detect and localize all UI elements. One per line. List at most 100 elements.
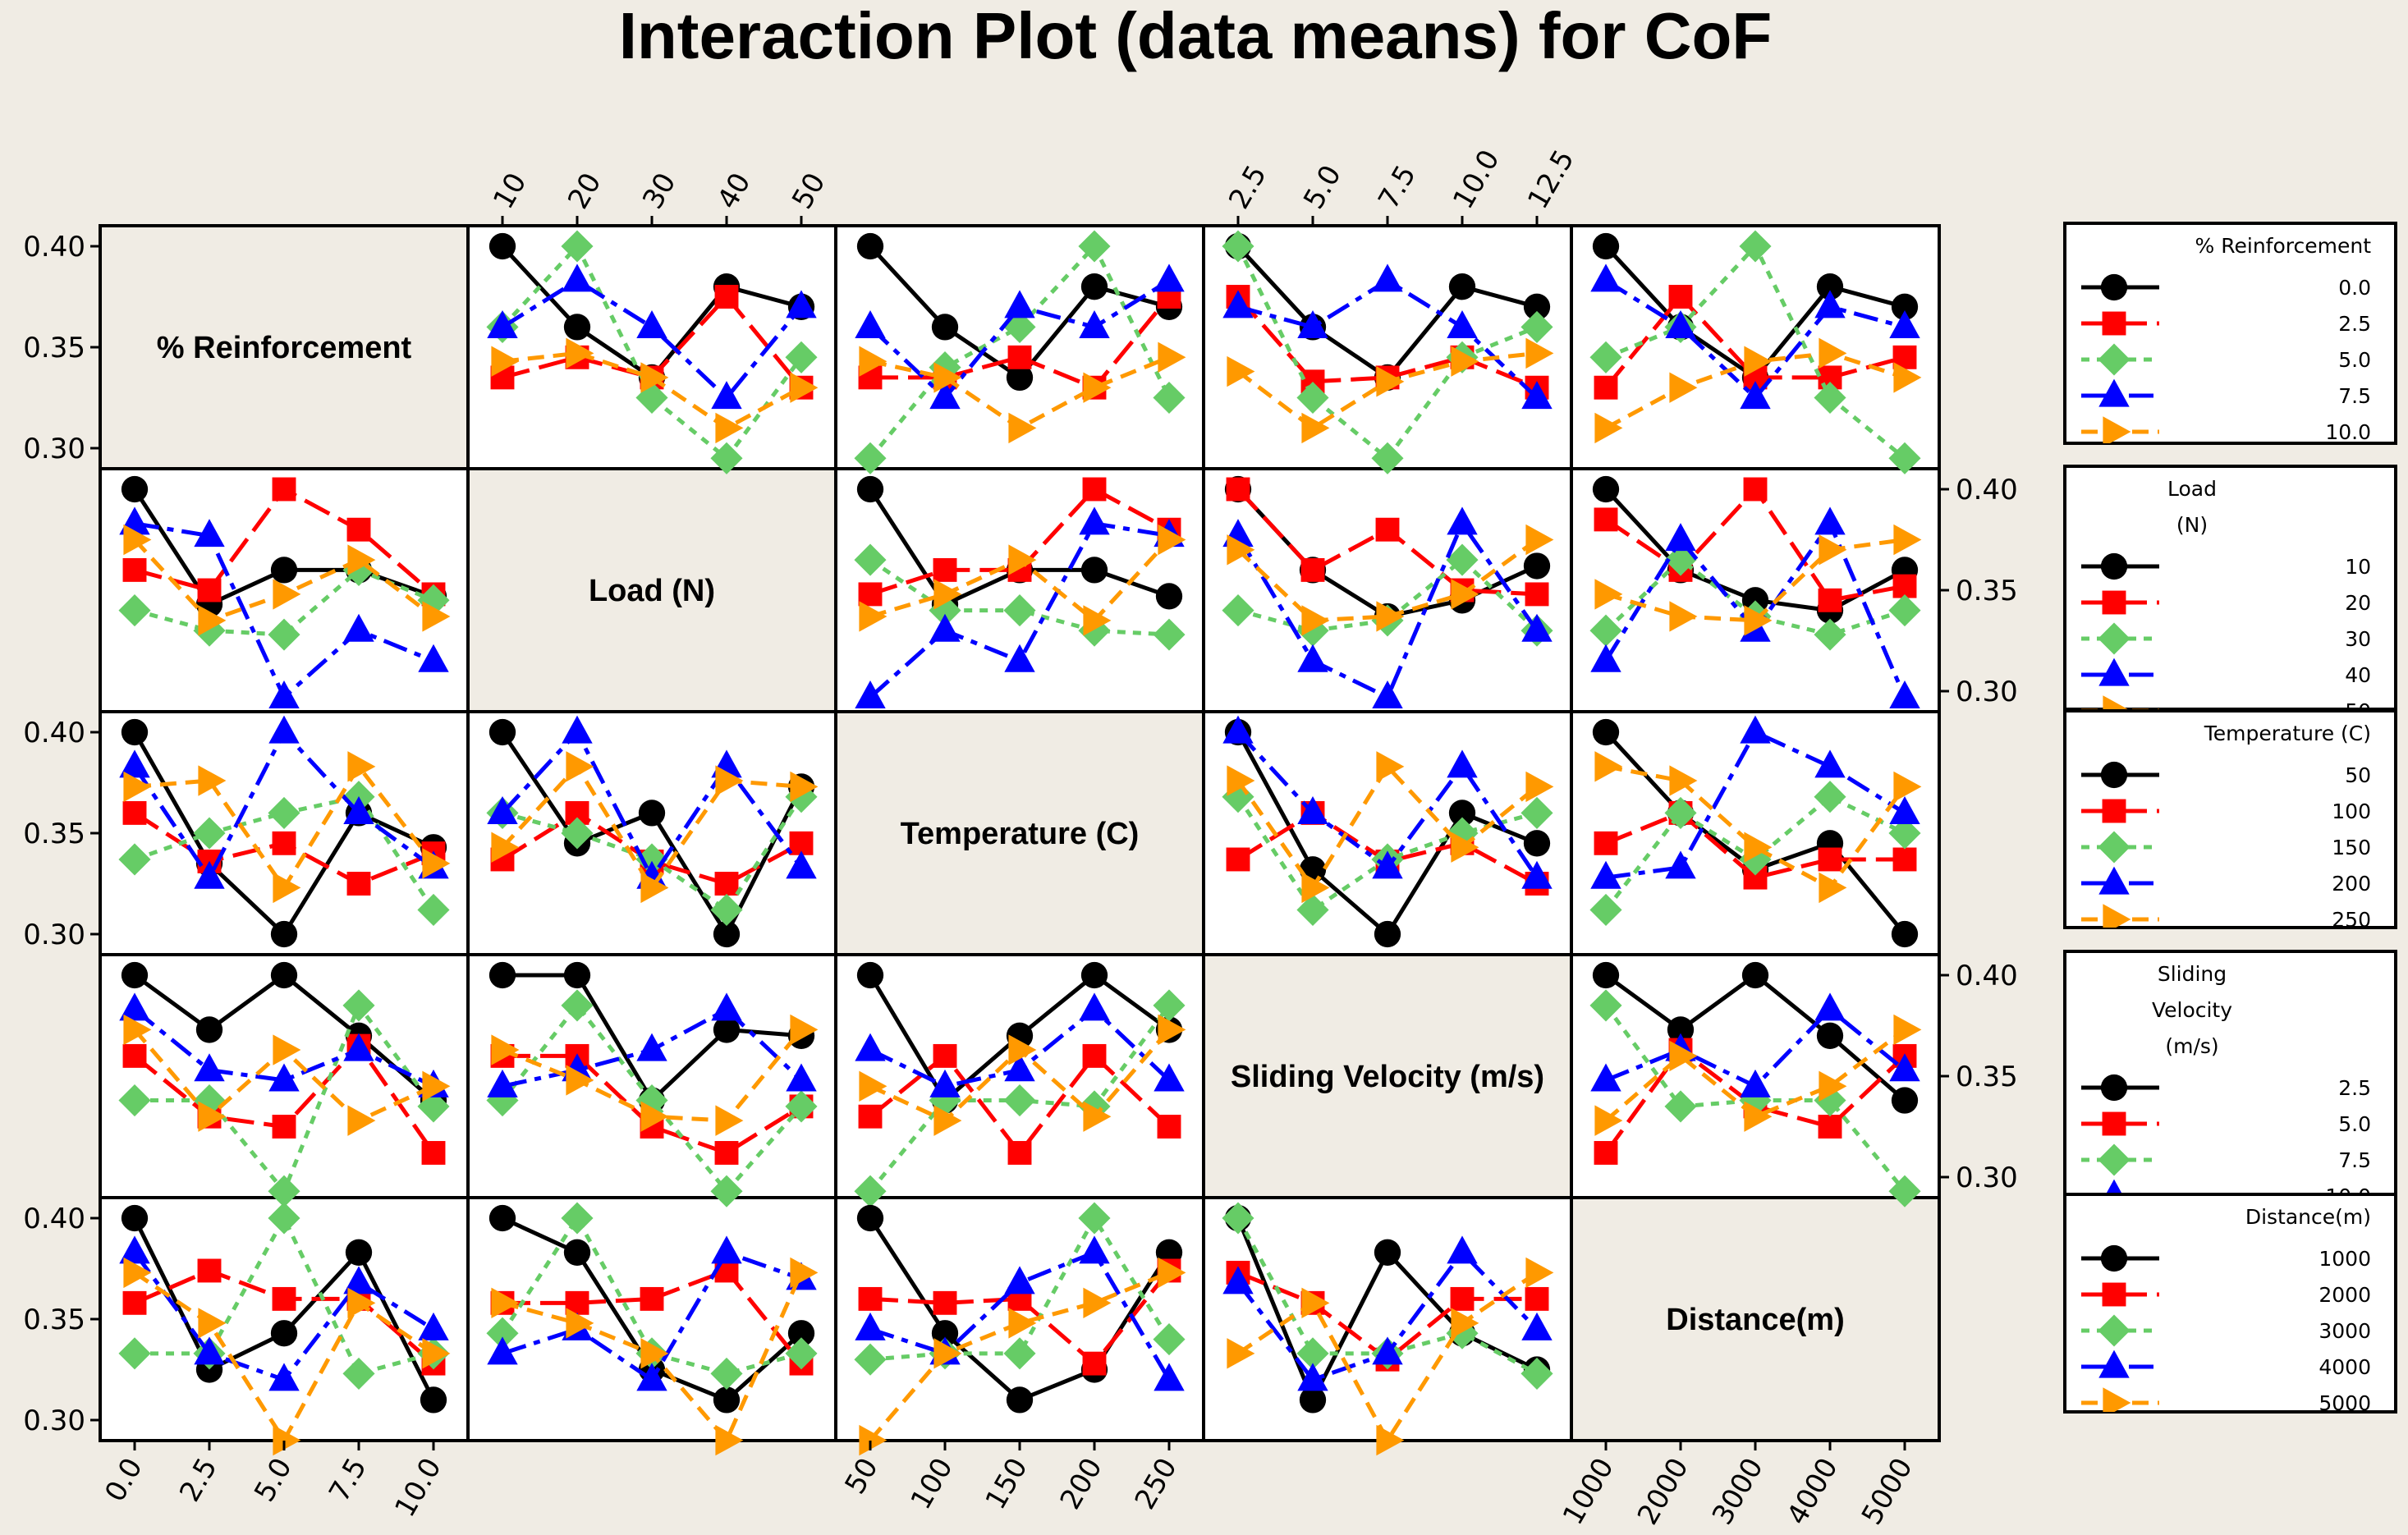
data-point bbox=[1008, 544, 1037, 575]
panel-series-2-4 bbox=[1589, 715, 1922, 948]
data-point bbox=[1226, 847, 1250, 872]
data-point bbox=[1892, 847, 1917, 872]
data-point bbox=[1082, 1043, 1107, 1068]
diagonal-panel bbox=[466, 467, 837, 713]
data-point bbox=[1447, 310, 1478, 338]
data-point bbox=[855, 680, 886, 708]
data-point bbox=[1814, 290, 1846, 318]
data-point bbox=[272, 1115, 296, 1139]
legend-level-label: 5.0 bbox=[2338, 348, 2371, 372]
data-point bbox=[1222, 594, 1254, 627]
data-point bbox=[1891, 920, 1919, 948]
data-point bbox=[566, 1065, 594, 1096]
legend-marker bbox=[2098, 378, 2130, 407]
data-point bbox=[1227, 355, 1255, 387]
diagonal-panel bbox=[1570, 1196, 1941, 1442]
data-point bbox=[859, 346, 888, 377]
data-point bbox=[122, 1043, 147, 1068]
data-point bbox=[345, 1239, 373, 1266]
data-point bbox=[1301, 872, 1330, 904]
data-point bbox=[119, 1235, 150, 1264]
data-point bbox=[487, 796, 518, 824]
panel-0-4 bbox=[1570, 224, 1941, 470]
data-point bbox=[417, 893, 450, 927]
data-point bbox=[1589, 614, 1622, 647]
data-point bbox=[343, 1033, 374, 1061]
data-point bbox=[1301, 605, 1330, 636]
x-tick-label: 2.5 bbox=[1222, 160, 1273, 215]
data-point bbox=[421, 1141, 446, 1165]
data-point bbox=[1079, 310, 1110, 338]
data-point bbox=[1157, 1115, 1181, 1139]
data-point bbox=[194, 1336, 225, 1365]
y-tick-label: 0.30 bbox=[23, 1404, 85, 1437]
data-point bbox=[1301, 412, 1330, 444]
legend-dist: Distance(m) 1000 2000 3000 4000 5000 bbox=[2063, 1193, 2397, 1414]
data-point bbox=[1892, 574, 1917, 598]
x-tick-label: 10.0 bbox=[388, 1453, 447, 1524]
diagonal-panel bbox=[1202, 953, 1573, 1199]
data-point bbox=[1589, 341, 1622, 373]
data-point bbox=[1153, 989, 1186, 1022]
data-point bbox=[118, 843, 151, 876]
panel-series-1-2 bbox=[854, 475, 1186, 708]
data-point bbox=[1080, 557, 1108, 584]
data-point bbox=[1889, 310, 1920, 338]
data-point bbox=[422, 601, 451, 632]
data-point bbox=[487, 1336, 518, 1365]
data-point bbox=[197, 578, 222, 603]
data-point bbox=[1372, 680, 1403, 708]
data-point bbox=[1889, 1053, 1920, 1082]
panel-series-1-4 bbox=[1589, 475, 1922, 708]
data-point bbox=[1372, 263, 1403, 292]
data-point bbox=[563, 961, 591, 989]
panel-grid: % Reinforcement Load (N) Temperature (C) Sl… bbox=[99, 224, 1941, 1456]
data-point bbox=[713, 1386, 741, 1414]
legend-load: Load (N) 10 20 30 40 50 bbox=[2063, 465, 2397, 711]
data-point bbox=[1525, 582, 1549, 607]
data-point bbox=[1590, 644, 1621, 672]
data-point bbox=[1153, 381, 1186, 415]
data-point bbox=[422, 1338, 451, 1369]
x-tick-label: 5.0 bbox=[248, 1453, 299, 1508]
data-point bbox=[1008, 412, 1037, 444]
data-point bbox=[1893, 362, 1922, 393]
legend-marker bbox=[2098, 1349, 2130, 1378]
data-point bbox=[855, 1312, 886, 1340]
panel-series-1-0 bbox=[118, 475, 451, 708]
x-tick-label: 3000 bbox=[1706, 1453, 1770, 1531]
data-point bbox=[1893, 771, 1922, 803]
data-point bbox=[347, 1287, 376, 1319]
data-point bbox=[198, 1308, 227, 1339]
data-point bbox=[1891, 1087, 1919, 1114]
data-point bbox=[1297, 644, 1328, 672]
y-tick-label: 0.30 bbox=[23, 919, 85, 951]
data-point bbox=[1296, 1337, 1329, 1370]
data-point bbox=[1297, 796, 1328, 824]
data-point bbox=[1893, 524, 1922, 556]
data-point bbox=[785, 1090, 818, 1123]
legend-level-label: 4000 bbox=[2319, 1355, 2371, 1379]
data-point bbox=[790, 771, 819, 803]
data-point bbox=[1080, 961, 1108, 989]
legend-level-label: 2000 bbox=[2319, 1283, 2371, 1307]
data-point bbox=[1451, 1308, 1479, 1339]
data-point bbox=[486, 1317, 519, 1349]
data-point bbox=[561, 817, 594, 850]
data-point bbox=[711, 381, 742, 410]
series-line bbox=[1236, 764, 1539, 890]
panel-0-1 bbox=[466, 224, 837, 470]
data-point bbox=[1446, 543, 1479, 576]
data-point bbox=[1590, 263, 1621, 292]
data-point bbox=[1376, 601, 1405, 632]
data-point bbox=[118, 594, 151, 627]
data-point bbox=[1299, 1386, 1327, 1414]
legend-level-label: 2.5 bbox=[2338, 1076, 2371, 1100]
data-point bbox=[1521, 860, 1553, 889]
data-point bbox=[561, 989, 594, 1022]
data-point bbox=[1008, 1034, 1037, 1065]
data-point bbox=[715, 412, 744, 444]
data-point bbox=[268, 1363, 300, 1391]
data-point bbox=[1741, 961, 1769, 989]
data-point bbox=[1079, 1235, 1110, 1264]
